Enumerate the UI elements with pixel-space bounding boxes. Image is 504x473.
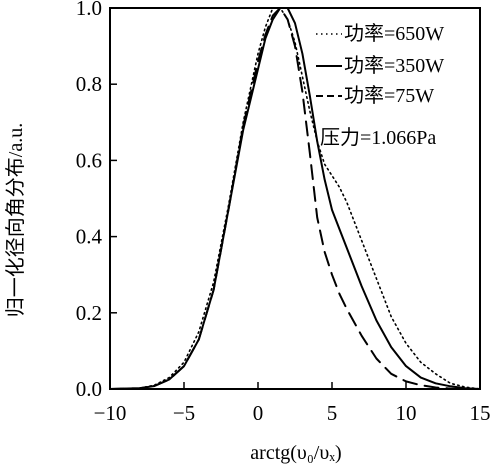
x-tick-label: 15 xyxy=(470,401,491,425)
x-axis-label: arctg(υ₀/υₓ) xyxy=(250,442,341,464)
y-tick-label: 0.6 xyxy=(76,148,102,172)
y-tick-label: 0.0 xyxy=(76,377,102,401)
x-tick-label: −5 xyxy=(173,401,195,425)
y-tick-label: 0.2 xyxy=(76,301,102,325)
series-line-dotted xyxy=(109,7,481,390)
x-tick-label: 10 xyxy=(396,401,417,425)
x-tick-label: −10 xyxy=(94,401,127,425)
plot-frame xyxy=(109,7,481,390)
y-tick-label: 0.8 xyxy=(76,72,102,96)
x-tick-label: 5 xyxy=(327,401,338,425)
series-line-dashed xyxy=(109,7,481,390)
axes-layer: −10 −5 0 5 10 15 0.0 0.2 0.4 0.6 0.8 1.0 xyxy=(76,0,491,425)
legend-label: 功率=75W xyxy=(344,84,434,107)
y-axis-label: 归一化径向角分布/a.u. xyxy=(4,123,27,317)
series-layer xyxy=(109,7,481,390)
y-tick-label: 1.0 xyxy=(76,0,102,20)
y-tick-label: 0.4 xyxy=(76,225,103,249)
x-tick-label: 0 xyxy=(253,401,264,425)
legend-label: 功率=350W xyxy=(344,54,444,77)
legend: 功率=650W 功率=350W 功率=75W xyxy=(316,22,444,107)
legend-label: 功率=650W xyxy=(344,22,444,45)
pressure-annotation: 压力=1.066Pa xyxy=(320,126,436,149)
